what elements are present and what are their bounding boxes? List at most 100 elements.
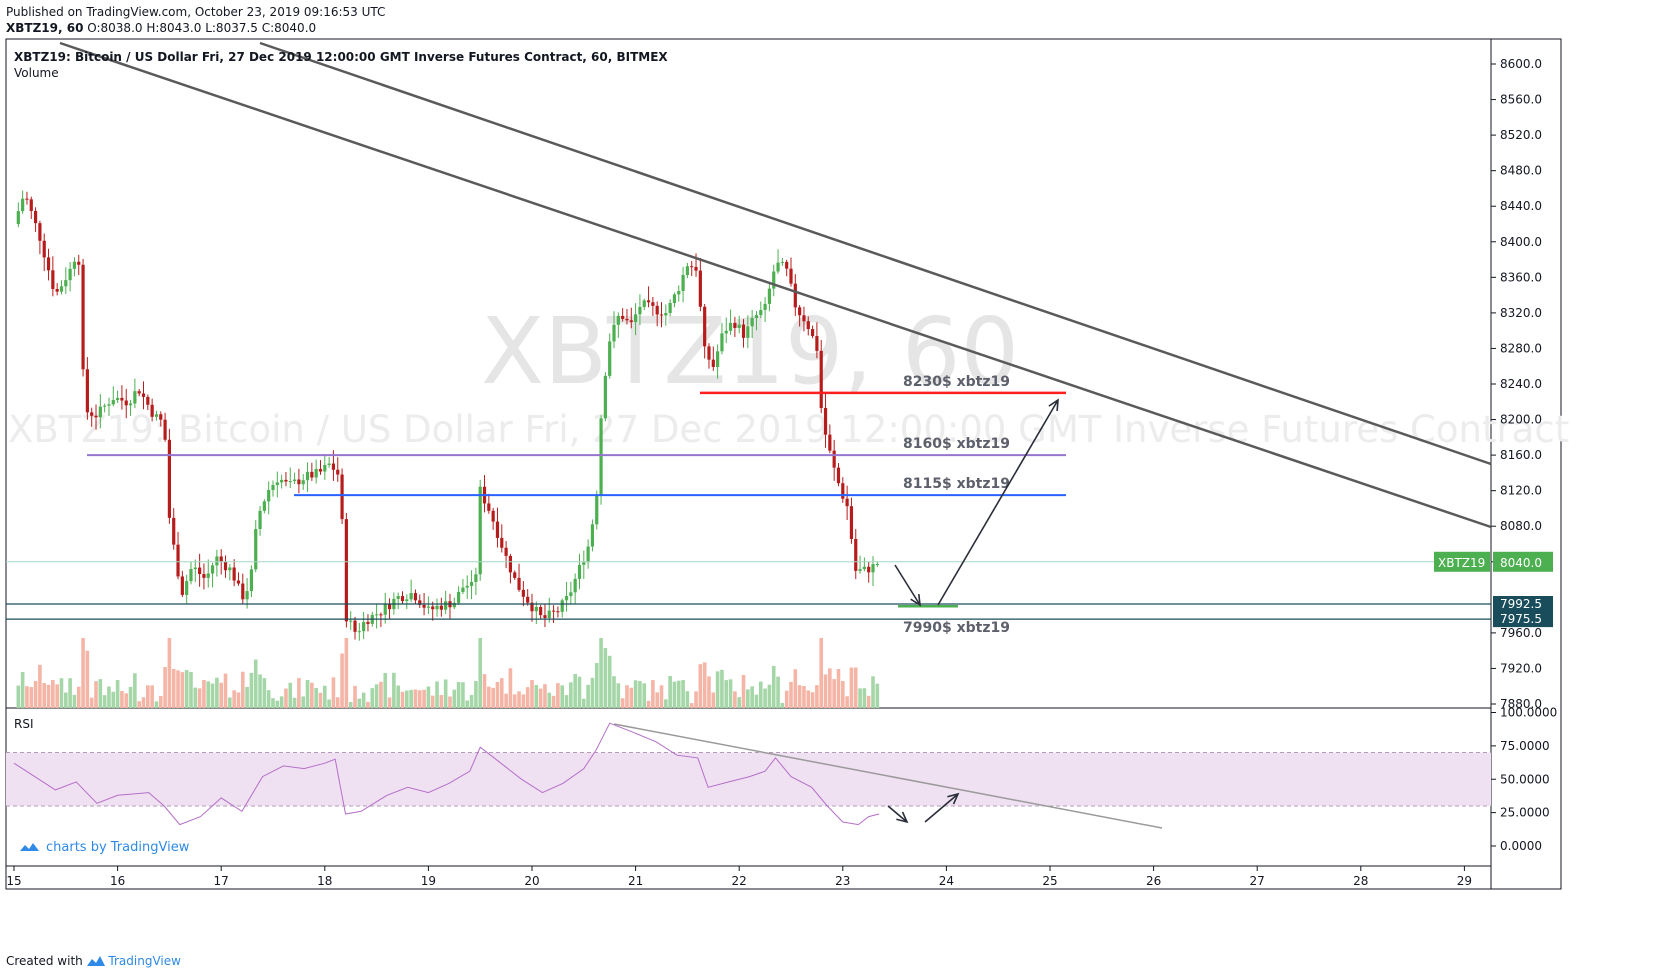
volume-bar [383, 673, 388, 708]
candle-body [16, 211, 20, 224]
time-axis[interactable]: 15 16 17 18 19 20 21 22 23 24 25 26 27 28 29 [6, 866, 1472, 888]
volume-bar [189, 672, 193, 708]
arrow-down-price[interactable] [894, 564, 921, 606]
candle-body [724, 330, 728, 334]
candle-body [245, 591, 249, 600]
candle-body [530, 602, 534, 612]
candle-body [823, 407, 828, 435]
volume-bar [590, 677, 595, 708]
candle-body [331, 463, 336, 470]
candle-body [733, 322, 737, 328]
trend-lines[interactable] [59, 41, 1492, 829]
candle-body [120, 397, 124, 401]
arrow-up-price[interactable] [937, 399, 1059, 606]
volume-bar [42, 682, 47, 708]
candle-body [457, 591, 461, 603]
candle-body [383, 603, 387, 615]
candle-body [176, 544, 180, 577]
charts-by-tradingview[interactable]: charts by TradingView [20, 840, 190, 855]
tradingview-logo-icon[interactable] [86, 955, 105, 966]
candle-body [232, 567, 236, 581]
candle-body [767, 288, 772, 304]
legend-rsi[interactable]: RSI [14, 717, 34, 731]
legend-volume[interactable]: Volume [14, 66, 59, 80]
candle-body [51, 270, 55, 289]
candle-body [29, 199, 33, 211]
candle-body [551, 610, 556, 612]
candle-body [228, 567, 232, 571]
rsi-pane [13, 722, 880, 826]
candle-body [806, 321, 810, 330]
volume-bar [76, 686, 81, 708]
volume-bar [754, 694, 759, 708]
trendline-lower[interactable] [59, 41, 1492, 529]
candle-body [802, 315, 806, 322]
tradingview-brand-link[interactable]: TradingView [108, 954, 181, 968]
candle-body [413, 593, 418, 601]
price-axis[interactable]: 7880.0 7920.0 7960.0 8040.0 8080.0 8120.0 8160… [1491, 57, 1542, 711]
volume-bar [124, 693, 129, 708]
volume-bar [176, 670, 180, 708]
volume-bar [146, 685, 150, 708]
arrow-down-price-head [910, 593, 921, 607]
volume-bar [72, 694, 77, 708]
candle-body [167, 439, 171, 518]
volume-bar [206, 681, 211, 708]
volume-bar [249, 672, 254, 708]
volume-bar [348, 702, 353, 708]
volume-bar [219, 682, 223, 708]
candle-body [677, 291, 681, 295]
volume-bar [668, 675, 672, 708]
rsi-trendline[interactable] [613, 723, 1163, 829]
candle-body [55, 288, 59, 292]
volume-bar [456, 682, 461, 708]
candle-body [655, 305, 659, 315]
candle-body [595, 494, 599, 525]
legend-title[interactable]: XBTZ19: Bitcoin / US Dollar Fri, 27 Dec … [14, 50, 668, 64]
volume-bar [266, 690, 271, 708]
arrow-down-rsi[interactable] [887, 805, 908, 823]
volume-bar [551, 695, 556, 708]
candle-body [556, 611, 560, 613]
candle-body [189, 569, 193, 582]
candle-body [59, 286, 64, 292]
volume-bar [279, 696, 284, 708]
candle-body [599, 418, 603, 495]
volume-bar [120, 691, 124, 708]
rsi-axis[interactable]: 100.0000 75.0000 50.0000 25.0000 0.0000 [1491, 706, 1557, 854]
last-price-tag [1493, 551, 1553, 572]
volume-bar [128, 686, 133, 708]
candle-body [435, 605, 439, 610]
volume-bar [85, 650, 90, 708]
candle-body [478, 486, 482, 575]
symbol-tag [1434, 551, 1490, 572]
volume-bar [525, 687, 530, 708]
candle-body [452, 602, 456, 608]
volume-bar [728, 679, 733, 708]
volume-bar [560, 685, 565, 708]
candle-body [737, 324, 741, 328]
price-axis-label: 8280.0 [1500, 341, 1542, 355]
watermark: XBTZ19, 60 XBTZ19: Bitcoin / US Dollar F… [8, 298, 1569, 451]
level-price-label: 7992.5 [1500, 597, 1542, 611]
level-lines: 8230$ xbtz19 8160$ xbtz19 8115$ xbtz19 7990… [6, 374, 1491, 636]
candle-body [759, 309, 763, 316]
volume-bar [815, 685, 819, 708]
volume-bar [577, 676, 582, 708]
candle-body [141, 393, 146, 397]
candle-body [107, 404, 111, 406]
candle-body [608, 341, 612, 376]
candle-body [111, 400, 115, 405]
candle-body [301, 480, 305, 485]
volume-bar [439, 695, 444, 708]
volume-bar [758, 681, 763, 708]
chart-border [5, 38, 1562, 890]
candle-body [754, 315, 759, 318]
trendline-upper[interactable] [259, 41, 1492, 466]
candle-body [491, 510, 495, 522]
candle-body [163, 419, 167, 440]
arrow-up-rsi[interactable] [924, 793, 959, 823]
rsi-axis-label: 100.0000 [1500, 706, 1557, 720]
candle-body [543, 615, 547, 619]
